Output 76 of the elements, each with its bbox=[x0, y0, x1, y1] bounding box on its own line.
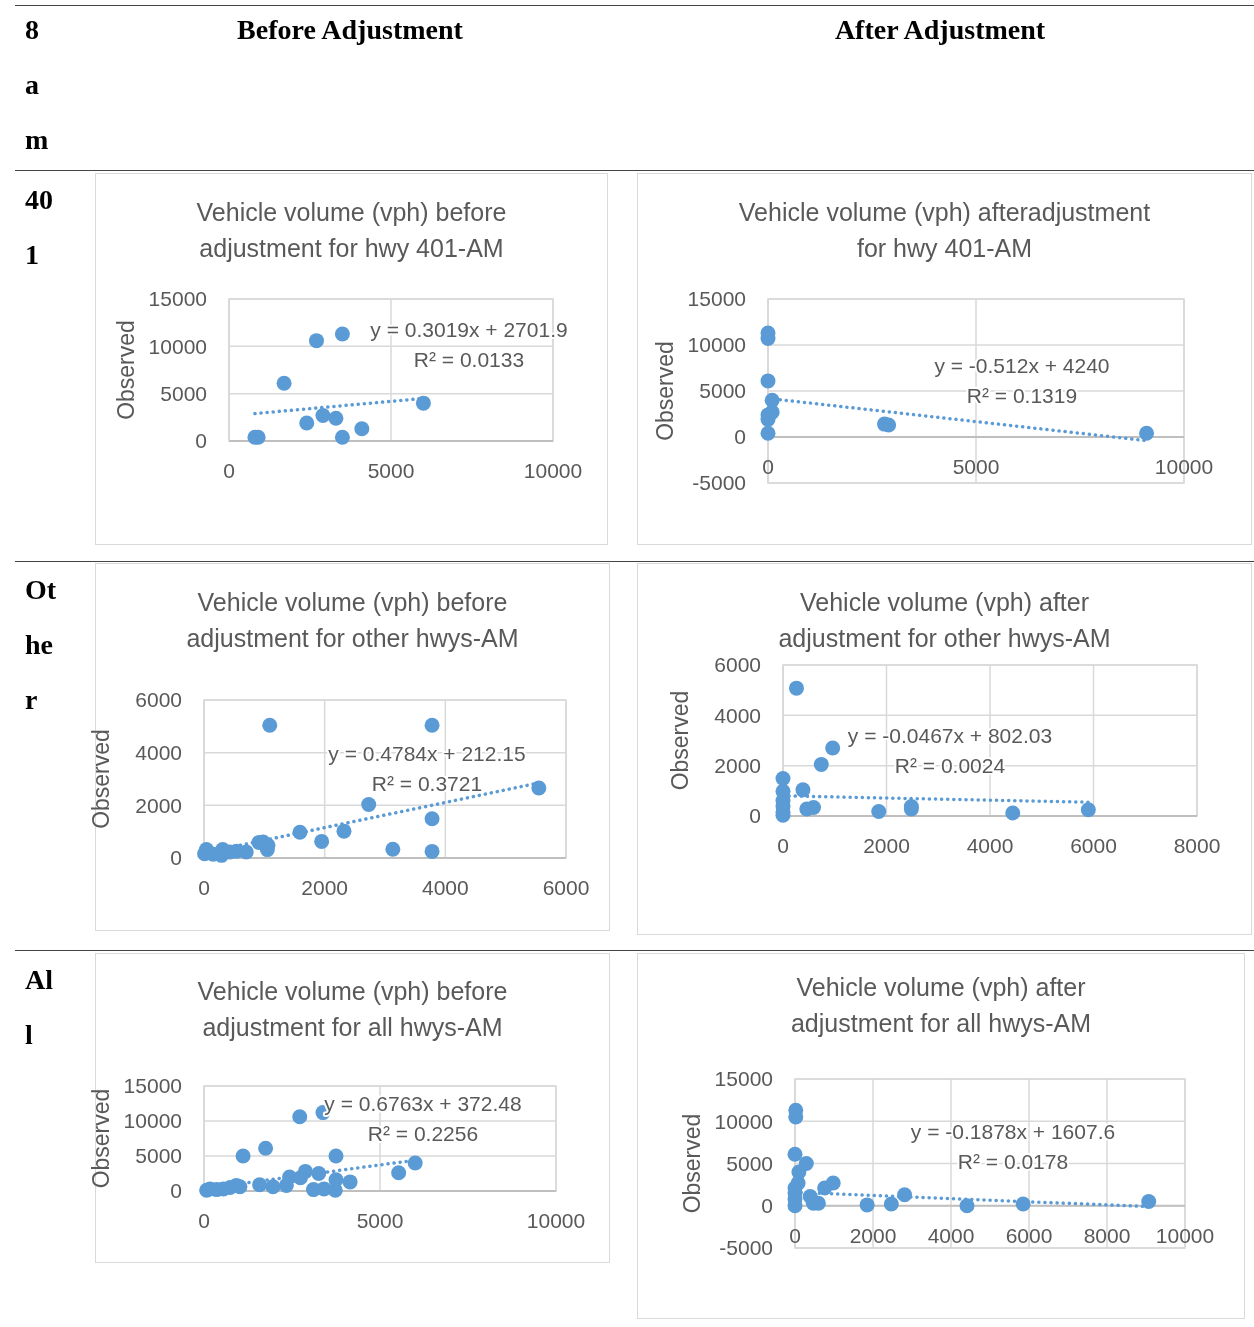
y-tick-label: 5000 bbox=[160, 382, 207, 406]
x-tick-label: 10000 bbox=[523, 459, 583, 483]
y-tick-label: 15000 bbox=[687, 287, 746, 311]
y-tick-label: 10000 bbox=[123, 1109, 182, 1133]
chart-title: Vehicle volume (vph) before adjustment for hwy 401-AM bbox=[196, 198, 507, 262]
y-axis-title: Observed bbox=[88, 729, 114, 829]
annotation: y = 0.6763x + 372.48 bbox=[324, 1092, 522, 1115]
y-tick-label: 10000 bbox=[714, 1109, 773, 1133]
x-tick-label: 0 bbox=[223, 459, 235, 483]
y-tick-label: 2000 bbox=[135, 793, 182, 817]
y-tick-label: 6000 bbox=[135, 688, 182, 712]
x-tick-label: 5000 bbox=[952, 455, 1000, 479]
y-tick-label: 0 bbox=[749, 804, 761, 828]
x-tick-label: 8000 bbox=[1173, 834, 1221, 858]
annotation: y = -0.512x + 4240 bbox=[934, 354, 1110, 377]
x-tick-label: 4000 bbox=[927, 1224, 975, 1248]
y-tick-label: 15000 bbox=[148, 287, 207, 311]
text: All bbox=[25, 963, 54, 1052]
y-tick-label: 5000 bbox=[726, 1151, 773, 1175]
chart-title: Vehicle volume (vph) before adjustment for other hwys-AM bbox=[186, 588, 519, 652]
y-tick-label: 6000 bbox=[714, 653, 761, 677]
y-tick-label: 4000 bbox=[135, 741, 182, 765]
y-tick-label: 0 bbox=[170, 1179, 182, 1203]
x-tick-label: 2000 bbox=[849, 1224, 897, 1248]
annotation: R² = 0.0024 bbox=[894, 754, 1006, 777]
annotation: R² = 0.3721 bbox=[371, 772, 483, 795]
text: After Adjustment bbox=[833, 13, 1047, 47]
x-tick-label: 4000 bbox=[966, 834, 1014, 858]
x-tick-label: 2000 bbox=[301, 876, 349, 900]
x-tick-label: 10000 bbox=[526, 1209, 586, 1233]
annotation: R² = 0.1319 bbox=[966, 384, 1078, 407]
y-axis-title: Observed bbox=[113, 320, 139, 420]
y-tick-label: 15000 bbox=[123, 1074, 182, 1098]
chart-title: Vehicle volume (vph) after adjustment for other hwys-AM bbox=[778, 588, 1111, 652]
x-tick-label: 2000 bbox=[863, 834, 910, 858]
chart-title: Vehicle volume (vph) after adjustment for all hwys-AM bbox=[790, 973, 1092, 1037]
y-tick-label: 10000 bbox=[148, 334, 207, 358]
y-tick-label: 0 bbox=[195, 429, 207, 453]
annotation: R² = 0.0133 bbox=[413, 348, 525, 371]
annotation: y = -0.1878x + 1607.6 bbox=[910, 1120, 1116, 1143]
text: Before Adjustment bbox=[236, 13, 464, 47]
y-axis-title: Observed bbox=[652, 341, 678, 441]
y-tick-label: 5000 bbox=[135, 1144, 182, 1168]
x-tick-label: 5000 bbox=[356, 1209, 404, 1233]
y-tick-label: -5000 bbox=[719, 1236, 773, 1260]
y-tick-label: 2000 bbox=[714, 754, 761, 778]
y-axis-title: Observed bbox=[679, 1113, 705, 1214]
y-axis-title: Observed bbox=[88, 1088, 114, 1189]
text: Other bbox=[25, 573, 58, 717]
x-tick-label: 10000 bbox=[1154, 455, 1214, 479]
x-tick-label: 6000 bbox=[542, 876, 590, 900]
text: 401 bbox=[25, 183, 54, 272]
x-tick-label: 5000 bbox=[367, 459, 415, 483]
x-tick-label: 0 bbox=[789, 1224, 801, 1248]
text: 8am bbox=[25, 13, 49, 157]
y-tick-label: 5000 bbox=[699, 379, 746, 403]
annotation: y = 0.3019x + 2701.9 bbox=[370, 318, 568, 341]
y-tick-label: 0 bbox=[761, 1194, 773, 1218]
x-tick-label: 6000 bbox=[1070, 834, 1117, 858]
y-tick-label: 4000 bbox=[714, 703, 761, 727]
y-tick-label: 0 bbox=[734, 425, 746, 449]
chart-title: Vehicle volume (vph) before adjustment for all hwys-AM bbox=[197, 977, 508, 1041]
annotation: y = -0.0467x + 802.03 bbox=[847, 724, 1053, 747]
annotation: R² = 0.2256 bbox=[367, 1122, 479, 1145]
x-tick-label: 10000 bbox=[1155, 1224, 1215, 1248]
x-tick-label: 8000 bbox=[1083, 1224, 1131, 1248]
y-tick-label: -5000 bbox=[692, 471, 746, 495]
y-tick-label: 15000 bbox=[714, 1067, 773, 1091]
annotation: y = 0.4784x + 212.15 bbox=[328, 742, 526, 765]
x-tick-label: 6000 bbox=[1005, 1224, 1053, 1248]
x-tick-label: 4000 bbox=[421, 876, 469, 900]
x-tick-label: 0 bbox=[777, 834, 789, 858]
chart-title: Vehicle volume (vph) afteradjustment for hwy 401-AM bbox=[738, 198, 1151, 262]
y-tick-label: 10000 bbox=[687, 333, 746, 357]
y-axis-title: Observed bbox=[667, 690, 693, 791]
annotation: R² = 0.0178 bbox=[957, 1150, 1069, 1173]
